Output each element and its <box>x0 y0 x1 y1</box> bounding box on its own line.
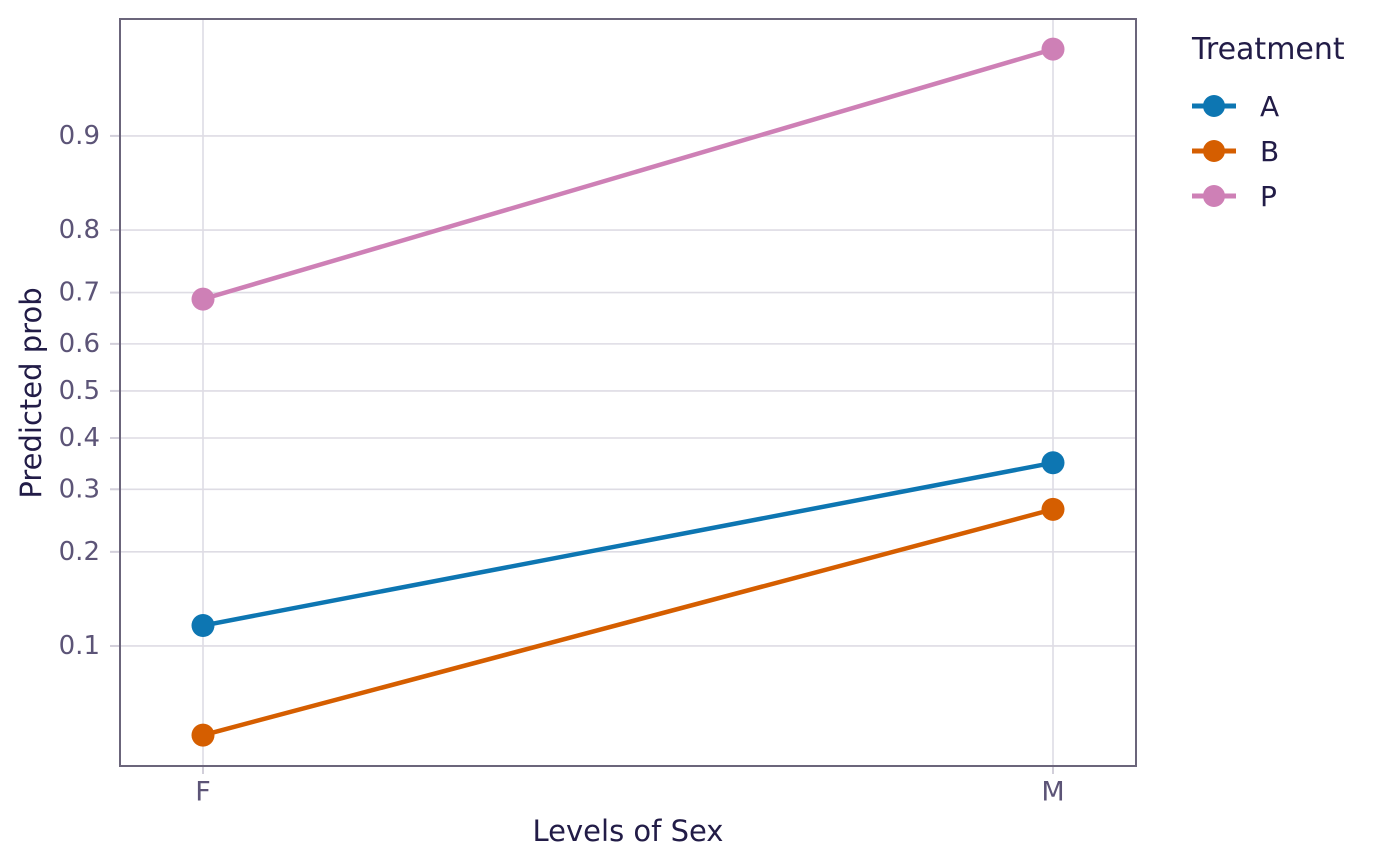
legend-entry-B: B <box>1192 135 1392 168</box>
data-point-P-M <box>1041 37 1065 61</box>
y-tick-label: 0.8 <box>59 215 100 245</box>
y-tick-label: 0.4 <box>59 423 100 453</box>
y-tick-label: 0.6 <box>59 329 100 359</box>
legend-title: Treatment <box>1192 32 1345 67</box>
y-axis-title: Predicted prob <box>14 287 48 499</box>
legend-key-icon <box>1192 185 1236 207</box>
y-tick-label: 0.9 <box>59 121 100 151</box>
legend-label: A <box>1260 89 1280 123</box>
y-tick-label: 0.3 <box>59 474 100 504</box>
legend-entry-P: P <box>1192 180 1392 213</box>
data-point-B-M <box>1041 497 1065 521</box>
x-tick-label: M <box>1041 777 1064 808</box>
legend-key-icon <box>1192 140 1236 162</box>
y-tick-label: 0.1 <box>59 631 100 661</box>
data-point-A-F <box>191 614 215 638</box>
data-point-P-F <box>191 287 215 311</box>
legend-label: B <box>1260 134 1280 168</box>
x-axis-title: Levels of Sex <box>532 814 724 848</box>
legend-label: P <box>1260 179 1277 213</box>
y-tick-label: 0.5 <box>59 376 100 406</box>
y-tick-label: 0.7 <box>59 278 100 308</box>
data-point-B-F <box>191 723 215 747</box>
series-line-P <box>200 46 1056 302</box>
legend-entry-A: A <box>1192 90 1392 123</box>
data-point-A-M <box>1041 451 1065 475</box>
x-tick-label: F <box>195 777 211 808</box>
series-line-B <box>200 507 1056 738</box>
y-tick-label: 0.2 <box>59 537 100 567</box>
series-line-A <box>200 460 1056 628</box>
panel-border <box>119 18 1137 767</box>
legend-key-icon <box>1192 95 1236 117</box>
